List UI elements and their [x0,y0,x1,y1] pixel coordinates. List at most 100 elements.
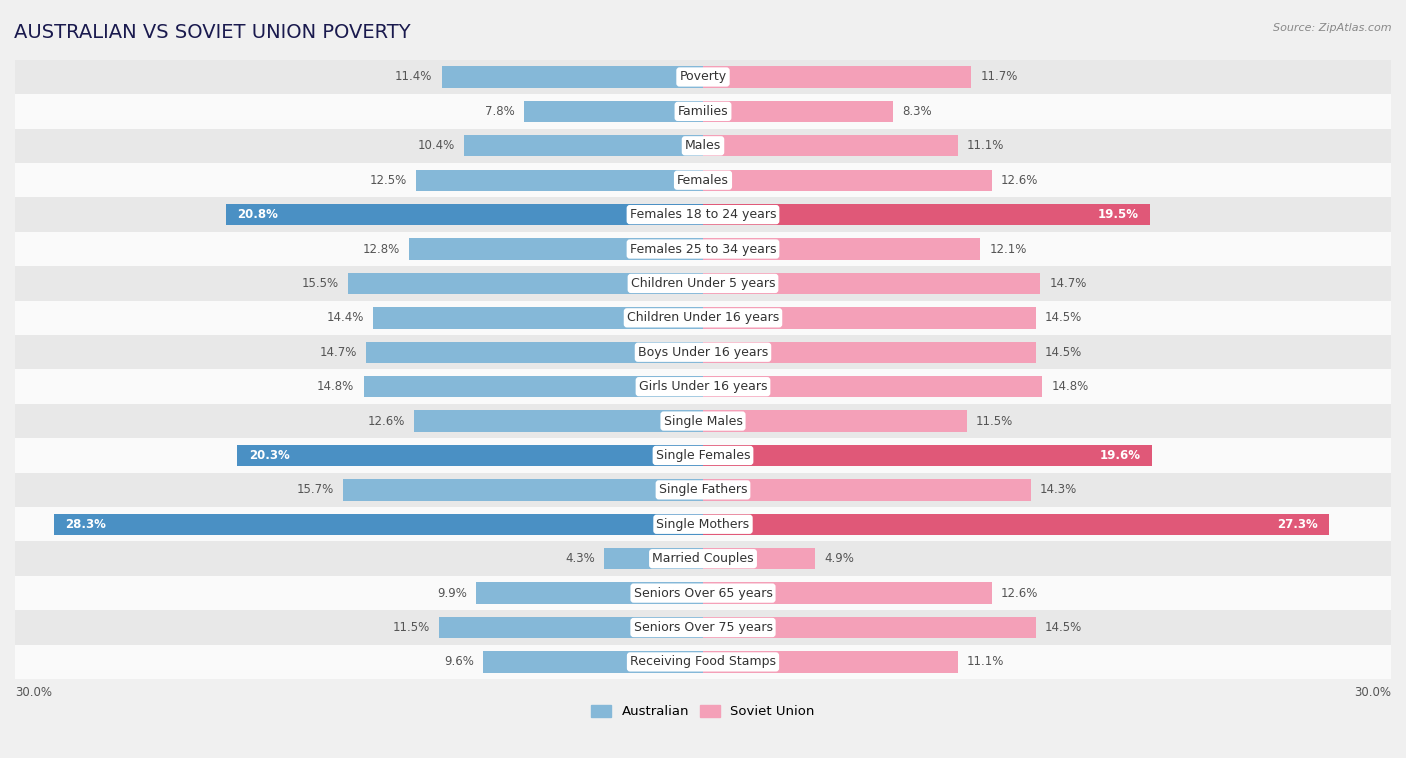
FancyBboxPatch shape [15,129,1391,163]
Bar [482,651,703,672]
FancyBboxPatch shape [15,94,1391,129]
Text: Families: Families [678,105,728,118]
Text: 12.6%: 12.6% [367,415,405,428]
Text: 14.8%: 14.8% [1052,381,1088,393]
Text: Females: Females [678,174,728,186]
Text: Receiving Food Stamps: Receiving Food Stamps [630,656,776,669]
Text: 30.0%: 30.0% [15,686,52,699]
Text: Single Females: Single Females [655,449,751,462]
Bar [347,273,703,294]
FancyBboxPatch shape [15,60,1391,94]
Text: 12.1%: 12.1% [990,243,1026,255]
Text: 15.7%: 15.7% [297,484,333,496]
Text: 14.8%: 14.8% [318,381,354,393]
Bar [524,101,703,122]
Text: 12.6%: 12.6% [1001,587,1039,600]
Text: Females 18 to 24 years: Females 18 to 24 years [630,208,776,221]
Text: Married Couples: Married Couples [652,552,754,565]
Text: Girls Under 16 years: Girls Under 16 years [638,381,768,393]
Text: 14.3%: 14.3% [1040,484,1077,496]
Bar [703,101,893,122]
Text: 27.3%: 27.3% [1277,518,1317,531]
Bar [477,582,703,604]
Text: 14.5%: 14.5% [1045,621,1083,634]
Text: 11.1%: 11.1% [967,656,1004,669]
Text: 12.8%: 12.8% [363,243,401,255]
Bar [703,548,815,569]
Text: 10.4%: 10.4% [418,139,456,152]
Text: 14.5%: 14.5% [1045,346,1083,359]
Text: 11.5%: 11.5% [976,415,1014,428]
Bar [703,651,957,672]
Text: 12.6%: 12.6% [1001,174,1039,186]
Bar [703,342,1036,363]
Text: 11.5%: 11.5% [392,621,430,634]
Bar [703,273,1040,294]
Bar [226,204,703,225]
Bar [409,238,703,260]
Text: 7.8%: 7.8% [485,105,515,118]
Bar [238,445,703,466]
FancyBboxPatch shape [15,645,1391,679]
Text: 11.7%: 11.7% [980,70,1018,83]
Bar [343,479,703,500]
Text: Seniors Over 65 years: Seniors Over 65 years [634,587,772,600]
FancyBboxPatch shape [15,266,1391,301]
Bar [703,238,980,260]
Bar [464,135,703,156]
Text: Children Under 5 years: Children Under 5 years [631,277,775,290]
Text: 9.6%: 9.6% [444,656,474,669]
Text: 14.7%: 14.7% [1049,277,1087,290]
Bar [441,66,703,88]
FancyBboxPatch shape [15,438,1391,473]
Text: 15.5%: 15.5% [301,277,339,290]
Text: 14.7%: 14.7% [319,346,357,359]
Text: Seniors Over 75 years: Seniors Over 75 years [634,621,772,634]
Bar [416,170,703,191]
Text: 12.5%: 12.5% [370,174,408,186]
FancyBboxPatch shape [15,301,1391,335]
Text: Males: Males [685,139,721,152]
Text: Females 25 to 34 years: Females 25 to 34 years [630,243,776,255]
Text: Single Mothers: Single Mothers [657,518,749,531]
Text: 30.0%: 30.0% [1354,686,1391,699]
Bar [413,410,703,432]
Text: 20.3%: 20.3% [249,449,290,462]
Text: Single Fathers: Single Fathers [659,484,747,496]
Bar [703,582,993,604]
Text: Children Under 16 years: Children Under 16 years [627,312,779,324]
Text: 19.5%: 19.5% [1098,208,1139,221]
Bar [703,204,1150,225]
FancyBboxPatch shape [15,369,1391,404]
Bar [703,479,1031,500]
Text: 14.4%: 14.4% [326,312,364,324]
Text: 8.3%: 8.3% [903,105,932,118]
Text: 14.5%: 14.5% [1045,312,1083,324]
FancyBboxPatch shape [15,576,1391,610]
Bar [366,342,703,363]
Text: 9.9%: 9.9% [437,587,467,600]
FancyBboxPatch shape [15,610,1391,645]
FancyBboxPatch shape [15,404,1391,438]
Text: Poverty: Poverty [679,70,727,83]
Text: Boys Under 16 years: Boys Under 16 years [638,346,768,359]
Text: 4.9%: 4.9% [824,552,855,565]
FancyBboxPatch shape [15,473,1391,507]
FancyBboxPatch shape [15,197,1391,232]
Text: AUSTRALIAN VS SOVIET UNION POVERTY: AUSTRALIAN VS SOVIET UNION POVERTY [14,23,411,42]
Bar [703,135,957,156]
Legend: Australian, Soviet Union: Australian, Soviet Union [586,700,820,724]
Bar [373,307,703,328]
FancyBboxPatch shape [15,507,1391,541]
FancyBboxPatch shape [15,232,1391,266]
FancyBboxPatch shape [15,163,1391,197]
Bar [364,376,703,397]
Text: 20.8%: 20.8% [238,208,278,221]
Bar [703,410,967,432]
Bar [53,514,703,535]
Bar [703,514,1329,535]
Bar [703,445,1153,466]
Text: 28.3%: 28.3% [66,518,107,531]
Bar [703,307,1036,328]
Bar [703,66,972,88]
